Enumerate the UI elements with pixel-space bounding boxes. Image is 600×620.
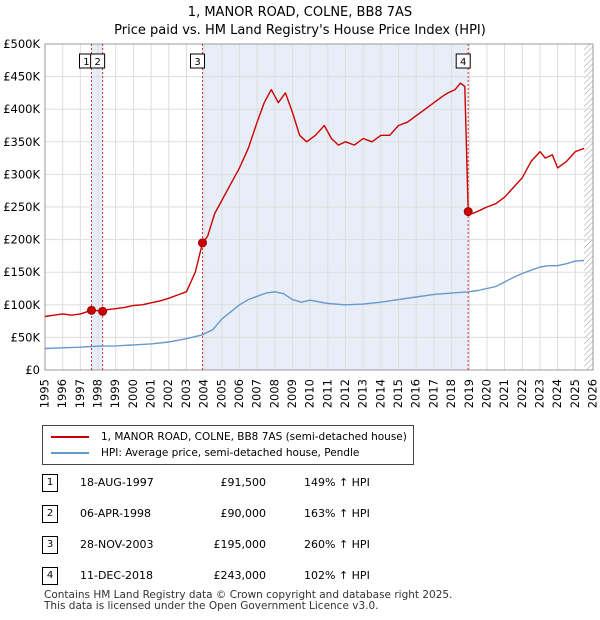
plot-area <box>44 43 594 371</box>
y-tick-label: £0 <box>25 363 40 377</box>
marker-label-2: 2 <box>94 57 100 68</box>
y-tick-label: £350K <box>3 135 40 149</box>
x-tick-label: 2026 <box>586 379 600 408</box>
y-tick-label: £100K <box>3 298 40 312</box>
x-tick-label: 2017 <box>426 379 440 408</box>
table-row: 4 11-DEC-2018 £243,000 102% ↑ HPI <box>42 567 502 587</box>
row-hpi: 260% ↑ HPI <box>304 538 370 551</box>
table-row: 2 06-APR-1998 £90,000 163% ↑ HPI <box>42 505 502 525</box>
footer-copyright: Contains HM Land Registry data © Crown c… <box>44 589 453 601</box>
x-tick-label: 2000 <box>126 379 140 408</box>
x-tick-label: 2022 <box>515 379 529 408</box>
row-number: 3 <box>42 536 58 554</box>
x-tick-label: 2001 <box>144 379 158 408</box>
y-tick-label: £200K <box>3 233 40 247</box>
x-tick-label: 2006 <box>232 379 246 408</box>
chart-title: 1, MANOR ROAD, COLNE, BB8 7AS <box>187 5 413 20</box>
y-tick-label: £150K <box>3 265 40 279</box>
y-tick-label: £50K <box>11 330 41 344</box>
x-tick-label: 2007 <box>250 379 264 408</box>
row-date: 11-DEC-2018 <box>80 569 154 582</box>
row-price: £243,000 <box>213 569 267 582</box>
sale-point-1 <box>86 305 96 315</box>
x-tick-label: 2012 <box>338 379 352 408</box>
marker-label-1: 1 <box>83 57 89 68</box>
footer: Contains HM Land Registry data © Crown c… <box>44 590 452 612</box>
x-tick-label: 2008 <box>267 379 281 408</box>
x-tick-label: 2020 <box>479 379 493 408</box>
marker-box-2 <box>90 53 106 69</box>
x-tick-label: 2013 <box>356 379 370 408</box>
x-tick-label: 2003 <box>179 379 193 408</box>
x-tick-label: 2016 <box>409 379 423 408</box>
x-tick-label: 1999 <box>108 379 122 408</box>
marker-label-3: 3 <box>194 57 200 68</box>
x-tick-label: 2010 <box>303 379 317 408</box>
x-tick-label: 2005 <box>214 379 228 408</box>
legend-swatch-property <box>51 436 89 438</box>
x-tick-label: 2004 <box>197 379 211 408</box>
y-tick-label: £500K <box>3 37 40 51</box>
x-tick-label: 2014 <box>373 379 387 408</box>
legend: 1, MANOR ROAD, COLNE, BB8 7AS (semi-deta… <box>42 425 414 465</box>
row-price: £195,000 <box>213 538 267 551</box>
row-number: 1 <box>42 474 58 492</box>
row-date: 06-APR-1998 <box>80 507 152 520</box>
x-tick-label: 2019 <box>462 379 476 408</box>
y-tick-label: £250K <box>3 200 40 214</box>
chart-subtitle: Price paid vs. HM Land Registry's House … <box>114 23 486 38</box>
x-tick-label: 2009 <box>285 379 299 408</box>
marker-box-3 <box>190 53 206 69</box>
chart-title-block: 1, MANOR ROAD, COLNE, BB8 7AS Price paid… <box>0 4 600 40</box>
row-hpi: 163% ↑ HPI <box>304 507 370 520</box>
x-tick-label: 2015 <box>391 379 405 408</box>
x-tick-label: 1996 <box>55 379 69 408</box>
footer-licence: This data is licensed under the Open Gov… <box>44 600 379 612</box>
row-hpi: 102% ↑ HPI <box>304 569 370 582</box>
x-tick-label: 2021 <box>497 379 511 408</box>
sale-point-2 <box>98 306 108 316</box>
legend-item-property: 1, MANOR ROAD, COLNE, BB8 7AS (semi-deta… <box>51 429 407 445</box>
row-number: 4 <box>42 567 58 585</box>
sale-point-4 <box>463 207 473 217</box>
legend-item-hpi: HPI: Average price, semi-detached house,… <box>51 445 359 461</box>
x-tick-label: 2025 <box>568 379 582 408</box>
row-date: 18-AUG-1997 <box>80 476 154 489</box>
row-hpi: 149% ↑ HPI <box>304 476 370 489</box>
x-tick-label: 2018 <box>444 379 458 408</box>
sale-point-3 <box>198 238 208 248</box>
x-tick-label: 1995 <box>38 379 52 408</box>
x-tick-label: 2011 <box>320 379 334 408</box>
y-tick-label: £300K <box>3 167 40 181</box>
table-row: 1 18-AUG-1997 £91,500 149% ↑ HPI <box>42 474 502 494</box>
y-tick-label: £400K <box>3 102 40 116</box>
series-group <box>44 82 585 350</box>
hpi-line <box>44 259 585 350</box>
price-chart: 1995 1996 1997 1998 1999 2000 2001 2002 2003 2004… <box>3 37 599 408</box>
y-tick-label: £450K <box>3 70 40 84</box>
row-price: £91,500 <box>220 476 267 489</box>
x-tick-label: 2024 <box>550 379 564 408</box>
marker-box-4 <box>455 53 471 69</box>
legend-label-property: 1, MANOR ROAD, COLNE, BB8 7AS (semi-deta… <box>101 431 407 443</box>
axis-ticks: 1995 1996 1997 1998 1999 2000 2001 2002 2003 2004… <box>3 37 599 408</box>
legend-label-hpi: HPI: Average price, semi-detached house,… <box>101 447 360 459</box>
row-date: 28-NOV-2003 <box>80 538 154 551</box>
x-tick-label: 1997 <box>73 379 87 408</box>
table-row: 3 28-NOV-2003 £195,000 260% ↑ HPI <box>42 536 502 556</box>
marker-label-4: 4 <box>460 57 466 68</box>
x-tick-label: 1998 <box>91 379 105 408</box>
row-price: £90,000 <box>220 507 267 520</box>
property-price-line <box>44 82 585 318</box>
legend-swatch-hpi <box>51 452 89 454</box>
x-tick-label: 2023 <box>532 379 546 408</box>
row-number: 2 <box>42 505 58 523</box>
x-tick-label: 2002 <box>161 379 175 408</box>
